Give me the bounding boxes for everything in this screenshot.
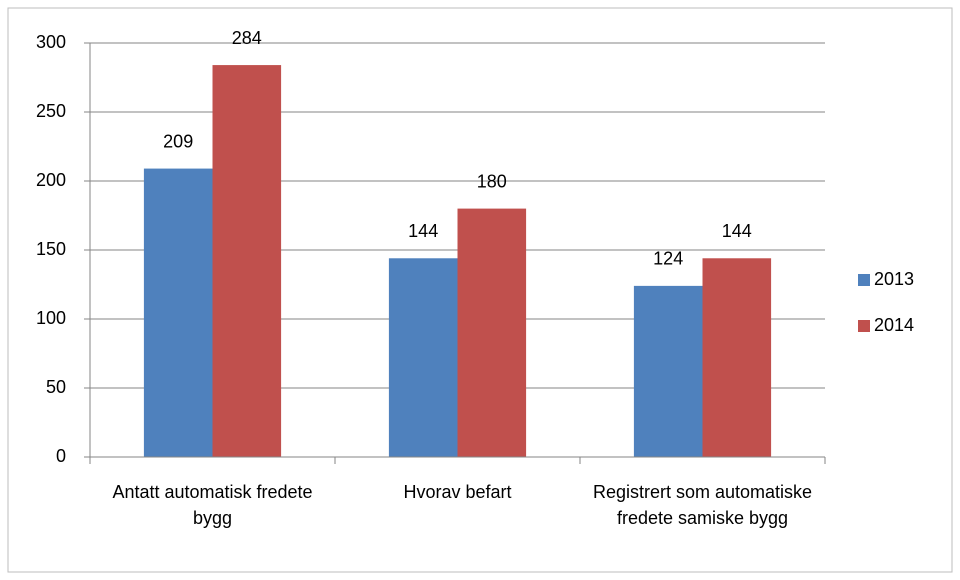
data-label: 209 (163, 131, 193, 151)
data-label: 144 (722, 221, 752, 241)
y-tick-label: 200 (36, 170, 66, 190)
y-tick-label: 150 (36, 239, 66, 259)
data-label: 180 (477, 171, 507, 191)
legend-label: 2013 (874, 269, 914, 289)
y-tick-label: 50 (46, 377, 66, 397)
data-label: 284 (232, 28, 262, 48)
data-label: 124 (653, 249, 683, 269)
legend-label: 2014 (874, 315, 914, 335)
data-label: 144 (408, 221, 438, 241)
bar (388, 258, 458, 457)
x-tick-label: Antatt automatisk fredete bygg (112, 482, 313, 528)
bar (457, 208, 527, 457)
legend-swatch (858, 274, 870, 286)
bar (143, 168, 213, 457)
bar (212, 65, 282, 457)
bar (702, 258, 772, 457)
y-tick-label: 100 (36, 308, 66, 328)
y-tick-label: 0 (56, 446, 66, 466)
y-tick-label: 300 (36, 32, 66, 52)
legend-swatch (858, 320, 870, 332)
y-tick-label: 250 (36, 101, 66, 121)
bar (633, 285, 703, 457)
x-tick-label: Hvorav befart (403, 482, 512, 502)
x-tick-label: Registrert som automatiske fredete samis… (592, 482, 813, 528)
